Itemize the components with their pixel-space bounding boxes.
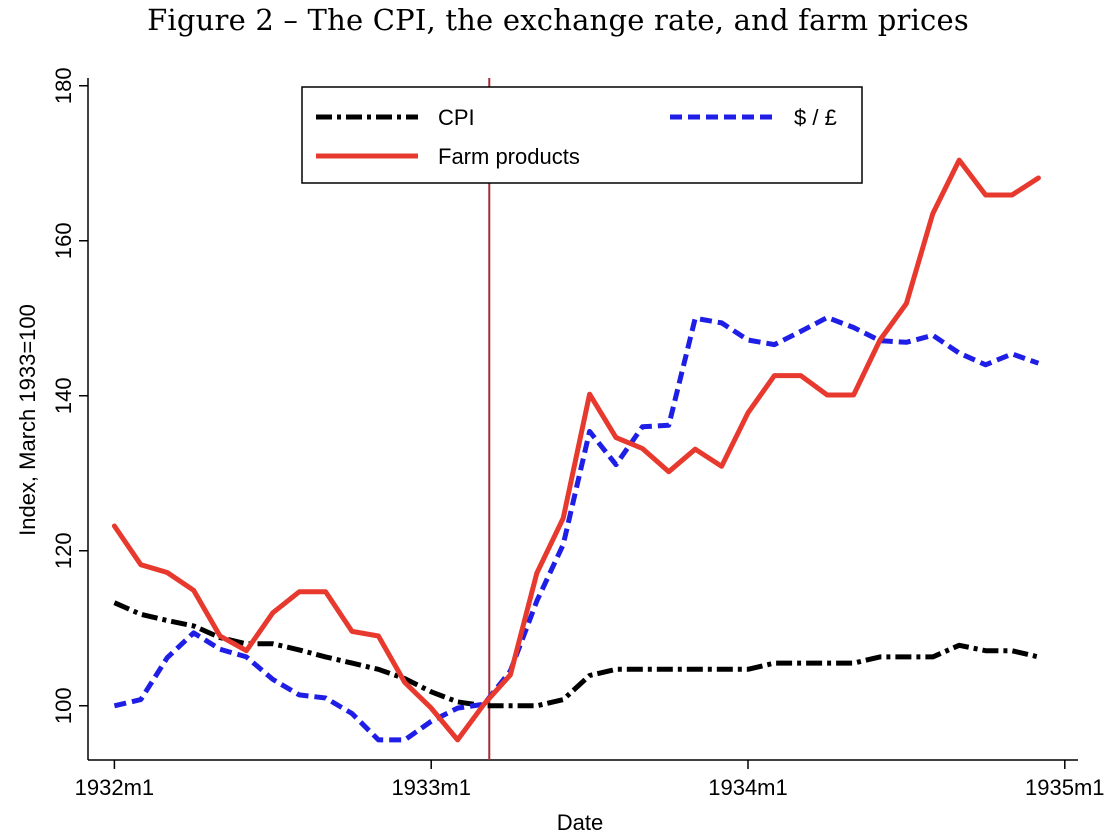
y-axis-title: Index, March 1933=100 [15, 304, 40, 536]
y-tick-label: 120 [51, 532, 76, 569]
legend-label-usdgbp: $ / £ [794, 105, 837, 130]
series-line-usdgbp [113, 315, 1040, 743]
x-tick-label: 1934m1 [708, 775, 788, 800]
x-tick-label: 1933m1 [391, 775, 471, 800]
legend-label-farm: Farm products [438, 144, 580, 169]
x-axis-title: Date [557, 810, 603, 835]
y-tick-label: 140 [51, 377, 76, 414]
plot-area [111, 78, 1041, 760]
legend-box [301, 86, 863, 184]
legend: CPI $ / £ Farm products [301, 86, 863, 184]
legend-label-cpi: CPI [438, 105, 475, 130]
y-tick-label: 180 [51, 67, 76, 104]
x-tick-label: 1932m1 [75, 775, 155, 800]
series-line-cpi [113, 600, 1039, 709]
axes: 100 120 140 160 180 1932m1 1933m1 1934m1 1935m1 [51, 67, 1105, 800]
y-tick-label: 100 [51, 687, 76, 724]
chart-title: Figure 2 – The CPI, the exchange rate, a… [147, 3, 969, 37]
x-tick-label: 1935m1 [1025, 775, 1105, 800]
series-line-farm [111, 157, 1041, 743]
y-tick-label: 160 [51, 222, 76, 259]
